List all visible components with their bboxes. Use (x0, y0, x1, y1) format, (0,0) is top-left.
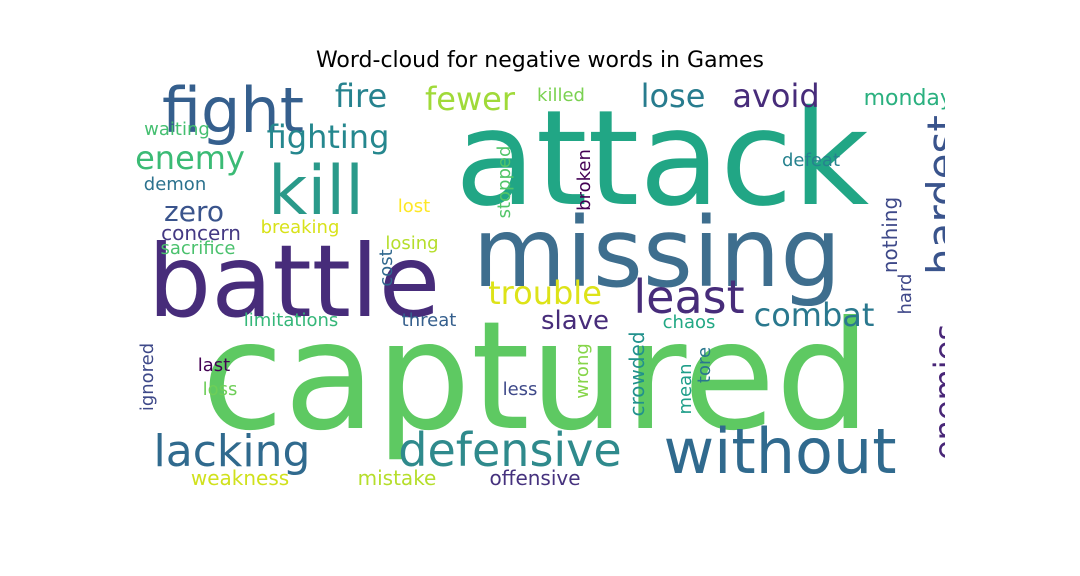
word-battle: battle (147, 223, 441, 340)
word-ignored: ignored (137, 342, 158, 412)
word-enemy: enemy (135, 139, 245, 177)
word-loss: loss (202, 379, 238, 400)
word-threat: threat (401, 310, 457, 331)
word-killed: killed (537, 85, 585, 106)
word-fight: fight (161, 79, 305, 147)
word-mistake: mistake (357, 466, 437, 490)
word-stopped: stopped (494, 145, 515, 219)
word-nothing: nothing (878, 196, 902, 274)
word-breaking: breaking (260, 217, 340, 238)
word-last: last (197, 355, 231, 376)
word-hard: hard (895, 273, 916, 315)
word-wrong: wrong (572, 343, 593, 399)
word-avoid: avoid (732, 79, 820, 115)
word-cloud: captured attack missing battle kill fight with… (135, 79, 945, 497)
chart-title: Word-cloud for negative words in Games (315, 48, 765, 73)
word-kill: kill (267, 152, 365, 231)
word-zero: zero (164, 195, 224, 228)
word-lose: lose (640, 79, 706, 115)
word-sacrifice: sacrifice (160, 238, 236, 259)
word-combat: combat (753, 296, 875, 334)
word-offensive: offensive (489, 466, 581, 490)
word-concern: concern (161, 221, 241, 245)
word-lacking: lacking (153, 426, 311, 477)
word-less: less (502, 379, 538, 400)
word-missing: missing (472, 197, 842, 309)
word-losing: losing (385, 233, 439, 254)
word-crowded: crowded (625, 331, 649, 417)
word-trouble: trouble (488, 274, 602, 312)
word-captured: captured (201, 290, 871, 464)
word-chaos: chaos (662, 312, 716, 333)
word-least: least (633, 270, 745, 324)
word-mondays: mondays (863, 86, 945, 111)
word-without: without (663, 415, 897, 488)
word-fire: fire (334, 79, 388, 115)
word-limitations: limitations (243, 310, 339, 331)
word-enemies: enemies (927, 323, 945, 461)
word-hardest: hardest (918, 115, 945, 275)
word-weakness: weakness (190, 466, 290, 490)
word-slave: slave (540, 306, 610, 336)
word-waiting: waiting (144, 119, 210, 140)
word-defensive: defensive (398, 423, 622, 477)
word-defeat: defeat (782, 150, 840, 171)
word-attack: attack (454, 82, 870, 236)
word-lost: lost (397, 196, 431, 217)
word-mean: mean (675, 363, 696, 415)
word-broken: broken (574, 149, 595, 211)
word-cost: cost (376, 249, 397, 287)
word-fewer: fewer (425, 80, 515, 118)
word-tore: tore (694, 346, 715, 384)
word-fighting: fighting (266, 118, 390, 156)
word-demon: demon (143, 174, 207, 195)
